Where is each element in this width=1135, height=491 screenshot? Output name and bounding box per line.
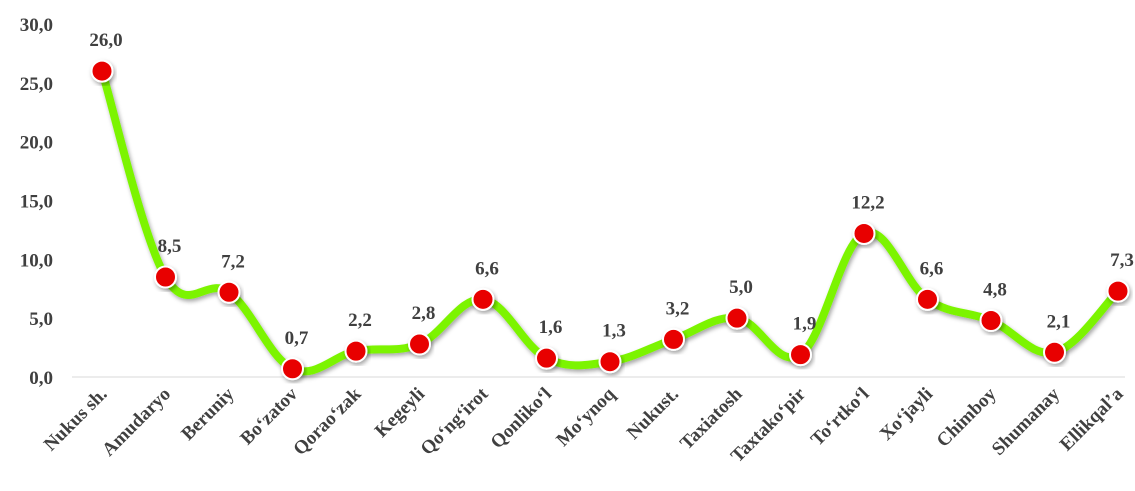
data-point-marker — [1106, 279, 1130, 303]
data-label: 1,9 — [793, 314, 817, 335]
x-tick-label: Ellikqal’a — [1056, 383, 1128, 455]
data-point-marker — [408, 332, 431, 356]
data-point-marker — [598, 350, 622, 374]
y-axis-ticks: 0,0 5,0 10,0 15,0 20,0 25,0 30,0 — [20, 15, 53, 389]
data-point-marker — [852, 221, 876, 245]
x-tick-label: To‘rtko‘l — [807, 384, 874, 451]
data-label: 5,0 — [729, 277, 753, 298]
data-point-marker — [535, 346, 558, 370]
data-label: 1,3 — [602, 321, 626, 342]
y-tick-label: 30,0 — [20, 15, 53, 36]
data-point-marker — [344, 339, 368, 363]
data-label: 6,6 — [920, 258, 944, 279]
data-point-marker — [281, 357, 304, 381]
data-point-marker — [725, 306, 749, 330]
y-tick-label: 5,0 — [29, 309, 53, 330]
x-tick-label: Kegeyli — [371, 384, 429, 442]
y-tick-label: 0,0 — [29, 368, 53, 389]
data-label: 6,6 — [475, 258, 499, 279]
data-point-marker — [471, 287, 495, 311]
data-label: 1,6 — [539, 317, 563, 338]
data-label: 8,5 — [158, 236, 182, 257]
x-tick-label: Nukust. — [623, 384, 683, 444]
x-tick-label: Mo‘ynoq — [552, 383, 619, 450]
x-tick-label: Qorao‘zak — [289, 383, 365, 459]
x-tick-label: Bo‘zatov — [236, 383, 302, 449]
y-tick-label: 25,0 — [20, 74, 53, 95]
data-label: 2,2 — [348, 310, 372, 331]
x-tick-label: Beruniy — [177, 383, 238, 444]
data-point-marker — [217, 280, 241, 304]
data-label: 4,8 — [983, 280, 1007, 301]
data-label: 0,7 — [285, 328, 309, 349]
data-point-marker — [1043, 340, 1066, 364]
x-tick-label: Qo‘ng‘irot — [417, 383, 493, 459]
data-point-marker — [662, 327, 685, 351]
data-label: 26,0 — [89, 30, 122, 51]
x-tick-label: Xo‘jayli — [876, 384, 937, 445]
data-labels: 26,0 8,5 7,2 0,7 2,2 2,8 6,6 1,6 1,3 3,2 5,0 1,9 12,… — [89, 30, 1134, 349]
x-tick-label: Shumanay — [988, 383, 1064, 459]
x-axis-ticks: Nukus sh.Amudaryo BeruniyBo‘zatovQorao‘za… — [40, 383, 1128, 467]
data-point-marker — [979, 309, 1003, 333]
x-tick-label: Amudaryo — [98, 384, 175, 461]
y-tick-label: 10,0 — [20, 250, 53, 271]
data-label: 7,3 — [1110, 250, 1134, 271]
data-label: 12,2 — [851, 192, 884, 213]
data-label: 2,1 — [1047, 311, 1071, 332]
data-label: 3,2 — [666, 298, 690, 319]
y-tick-label: 15,0 — [20, 192, 53, 213]
series-markers — [90, 59, 1130, 381]
data-point-marker — [154, 265, 177, 289]
data-label: 7,2 — [221, 251, 245, 272]
x-tick-label: Qonliko‘l — [487, 384, 556, 453]
data-point-marker — [90, 59, 114, 83]
data-label: 2,8 — [412, 303, 436, 324]
y-tick-label: 20,0 — [20, 133, 53, 154]
data-point-marker — [916, 287, 939, 311]
data-point-marker — [789, 343, 812, 367]
